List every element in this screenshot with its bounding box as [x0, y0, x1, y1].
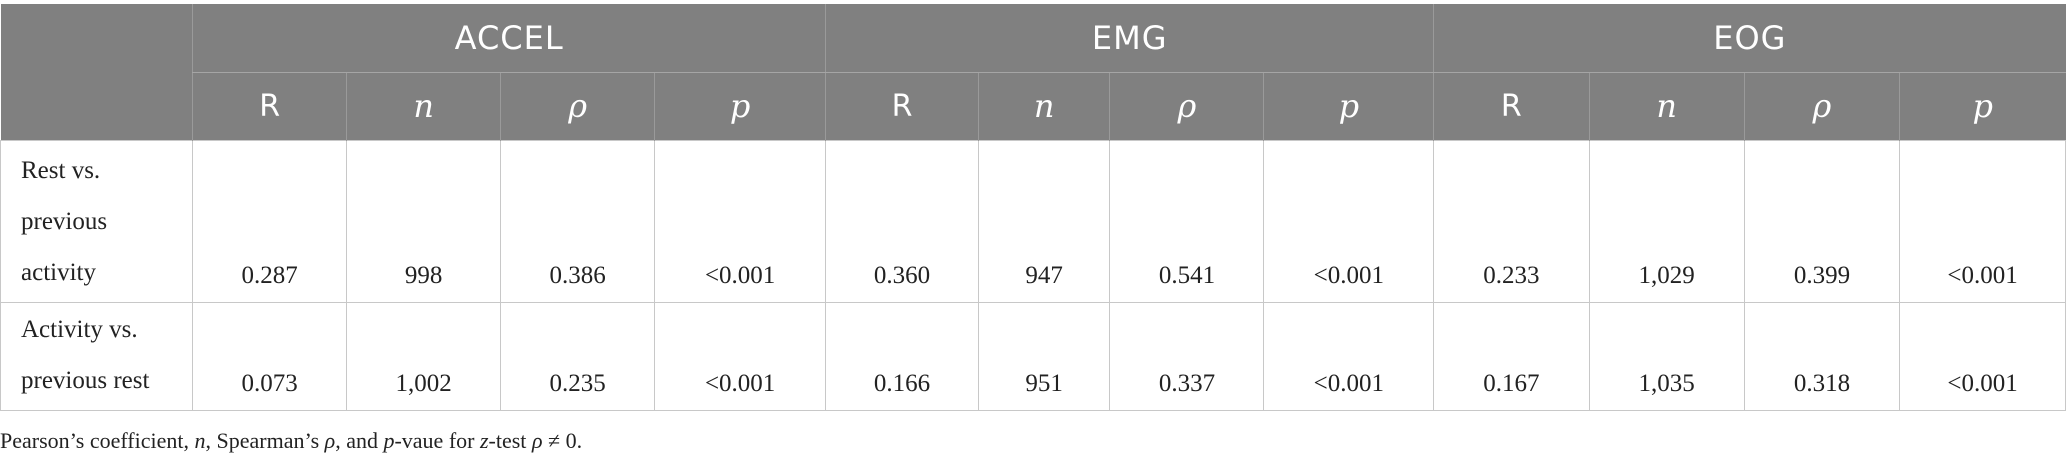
subheader-rho: ρ	[500, 72, 655, 140]
table-cell: <0.001	[1899, 301, 2066, 411]
table-cell: 998	[346, 139, 502, 303]
table-cell: 0.541	[1109, 139, 1265, 303]
table-cell: 1,035	[1588, 301, 1745, 411]
subheader-p: p	[654, 72, 826, 140]
table-cell: 0.386	[500, 139, 656, 303]
subheader-rho: ρ	[1109, 72, 1264, 140]
row-label: Rest vs. previous activity	[0, 139, 194, 303]
table-cell: 1,029	[1588, 139, 1745, 303]
table-cell: 0.167	[1433, 301, 1590, 411]
table-cell: 951	[977, 301, 1111, 411]
table-cell: 0.073	[192, 301, 348, 411]
subheader-r: R	[192, 72, 347, 140]
table-cell: <0.001	[654, 139, 827, 303]
table-cell: <0.001	[1263, 139, 1435, 303]
group-header-accel: ACCEL	[192, 4, 826, 73]
table-row: Activity vs. previous rest 0.073 1,002 0.…	[0, 301, 2066, 411]
table-cell: 0.166	[825, 301, 979, 411]
table-cell: 0.233	[1433, 139, 1590, 303]
table-container: ACCEL EMG EOG R n ρ p R n ρ p R n ρ p Re…	[0, 4, 2066, 411]
subheader-r: R	[825, 72, 979, 140]
table-cell: <0.001	[1899, 139, 2066, 303]
table-row: Rest vs. previous activity 0.287 998 0.386…	[0, 139, 2066, 303]
subheader-p: p	[1263, 72, 1434, 140]
table-cell: <0.001	[1263, 301, 1435, 411]
corner-cell	[0, 4, 193, 140]
table-cell: 0.337	[1109, 301, 1265, 411]
table-cell: 947	[977, 139, 1111, 303]
group-header-eog: EOG	[1433, 4, 2066, 73]
table-cell: 0.360	[825, 139, 979, 303]
subheader-p: p	[1899, 72, 2066, 140]
group-header-emg: EMG	[825, 4, 1434, 73]
subheader-n: n	[977, 72, 1110, 140]
table-cell: <0.001	[654, 301, 827, 411]
table-cell: 0.287	[192, 139, 348, 303]
subheader-r: R	[1433, 72, 1589, 140]
table-footnote: Pearson’s coefficient, n, Spearman’s ρ, …	[0, 428, 583, 453]
subheader-rho: ρ	[1743, 72, 1900, 140]
row-label: Activity vs. previous rest	[0, 301, 194, 411]
table-cell: 1,002	[346, 301, 502, 411]
subheader-n: n	[346, 72, 501, 140]
correlation-table: ACCEL EMG EOG R n ρ p R n ρ p R n ρ p Re…	[0, 4, 2066, 411]
table-cell: 0.318	[1743, 301, 1901, 411]
subheader-n: n	[1588, 72, 1745, 140]
table-cell: 0.235	[500, 301, 656, 411]
table-cell: 0.399	[1743, 139, 1901, 303]
